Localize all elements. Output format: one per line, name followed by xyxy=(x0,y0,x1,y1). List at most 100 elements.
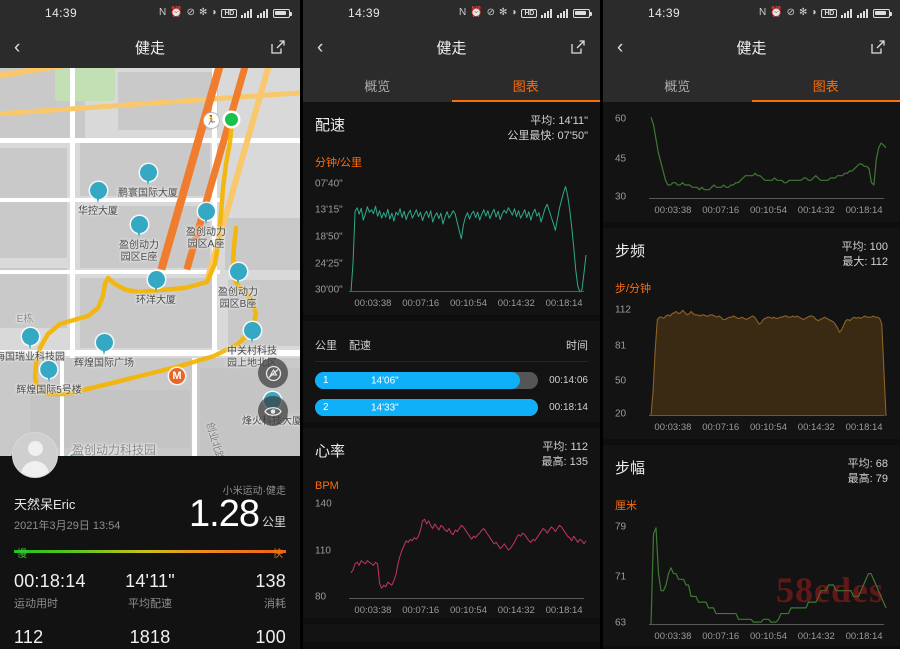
page-title: 健走 xyxy=(134,39,165,57)
signal-icon-1 xyxy=(541,8,553,18)
hr-max-stat: 最高: 135 xyxy=(541,456,588,468)
activity-map[interactable]: 🏃 M 鹏寰国际大厦 华控大厦 盈创动力 园区E座 盈创动力 园区A座 环洋大厦… xyxy=(0,68,300,456)
map-poi[interactable]: 盈创动力 园区E座 xyxy=(119,216,159,264)
tab-overview[interactable]: 概览 xyxy=(364,78,391,94)
xtick: 00:10:54 xyxy=(450,298,487,309)
splits-col-time: 时间 xyxy=(566,340,588,352)
alt-xaxis: 00:03:38 00:07:16 00:10:54 00:14:32 00:1… xyxy=(649,205,888,216)
speed-slow-label: 慢 xyxy=(17,549,27,560)
map-poi[interactable]: 海国瑞业科技园 xyxy=(0,328,65,364)
signal-icon-2 xyxy=(257,8,269,18)
stride-ytick: 71 xyxy=(615,571,627,583)
stride-unit-label: 厘米 xyxy=(615,500,637,512)
map-poi[interactable]: 辉煌国际5号楼 xyxy=(16,361,82,397)
charts-scroll-a[interactable]: 配速 平均: 14'11" 公里最快: 07'50" 分钟/公里 07'40" … xyxy=(303,102,600,649)
map-poi[interactable]: 华控大厦 xyxy=(78,182,118,218)
map-poi[interactable]: 中关村科技 园上地北区 xyxy=(227,322,277,370)
signal-icon-1 xyxy=(241,8,253,18)
map-visibility-toggle[interactable] xyxy=(258,396,288,426)
user-name: 天然呆Eric xyxy=(14,497,76,512)
route-start-marker xyxy=(225,113,238,126)
tab-overview[interactable]: 概览 xyxy=(664,78,691,94)
xtick: 00:03:38 xyxy=(354,298,392,309)
do-not-disturb-icon: ⊘ xyxy=(486,7,496,18)
route-path xyxy=(32,117,259,397)
volte-hd-icon: HD xyxy=(521,8,537,18)
map-poi-label: 辉煌国际广场 xyxy=(74,358,134,369)
xtick: 00:03:38 xyxy=(654,631,692,642)
map-layers-toggle[interactable] xyxy=(258,358,288,388)
xtick: 00:14:32 xyxy=(797,205,835,216)
stride-chart: 79 71 63 58edes xyxy=(615,519,888,629)
share-external-icon[interactable] xyxy=(570,39,586,55)
page-title: 健走 xyxy=(436,39,467,57)
xtick: 00:14:32 xyxy=(797,422,835,433)
tab-charts[interactable]: 图表 xyxy=(451,68,601,102)
section-title: 配速 xyxy=(315,117,346,134)
metric-label: 消耗 xyxy=(263,598,286,610)
map-poi-label: 盈创动力 园区E座 xyxy=(119,240,159,263)
map-poi-label: 盈创动力 园区B座 xyxy=(218,287,258,310)
status-bar-3: 14:39 N ⏰ ⊘ ✻ ◗ HD xyxy=(603,0,900,26)
app-bar-3: ‹ 健走 xyxy=(603,26,900,68)
map-poi-area: 盈创动力科技园 xyxy=(72,442,156,456)
section-title: 步幅 xyxy=(615,460,646,477)
split-time: 00:18:14 xyxy=(549,402,588,413)
map-poi[interactable]: 鹏寰国际大厦 xyxy=(118,164,178,200)
back-chevron-icon[interactable]: ‹ xyxy=(617,36,624,58)
volte-hd-icon: HD xyxy=(821,8,837,18)
signal-icon-1 xyxy=(841,8,853,18)
map-poi[interactable]: 盈创动力 园区B座 xyxy=(218,263,258,311)
metric-avg-pace: 14'11" 平均配速 xyxy=(105,571,196,611)
status-clock: 14:39 xyxy=(648,6,681,20)
stride-ytick: 79 xyxy=(615,521,627,533)
metric-label: 平均配速 xyxy=(127,598,172,610)
activity-datetime: 2021年3月29日 13:54 xyxy=(14,520,121,532)
map-poi-label: 盈创动力 园区A座 xyxy=(186,227,226,250)
map-poi[interactable]: 盈创动力 园区A座 xyxy=(186,203,226,251)
charts-scroll-b[interactable]: 60 45 30 00:03:38 00:07:16 00:10:54 00:1… xyxy=(603,102,900,649)
metric-avg-hr: 112平均心率 xyxy=(14,627,105,649)
avatar[interactable] xyxy=(12,432,58,478)
pace-ytick: 30'00" xyxy=(315,284,343,296)
nfc-icon: N xyxy=(158,7,167,18)
split-index: 1 xyxy=(323,375,329,386)
xtick: 00:14:32 xyxy=(497,605,535,616)
section-stride: 步幅 平均: 68 最高: 79 厘米 79 71 63 58edes 00 xyxy=(603,445,900,646)
battery-icon xyxy=(273,8,292,18)
map-poi-label: 华控大厦 xyxy=(78,206,118,217)
stride-max-stat: 最高: 79 xyxy=(847,473,888,485)
pace-ytick: 07'40" xyxy=(315,178,343,190)
map-poi[interactable]: 辉煌国际广场 xyxy=(74,334,134,370)
metric-label: 运动用时 xyxy=(14,598,58,610)
table-row[interactable]: 1 14'06" 00:14:06 xyxy=(315,372,588,389)
page-title: 健走 xyxy=(736,39,767,57)
table-row[interactable]: 2 14'33" 00:18:14 xyxy=(315,399,588,416)
status-clock: 14:39 xyxy=(348,6,381,20)
battery-icon xyxy=(873,8,892,18)
cadence-max-stat: 最大: 112 xyxy=(842,256,888,268)
xtick: 00:10:54 xyxy=(750,205,787,216)
hr-unit-label: BPM xyxy=(315,480,339,492)
share-external-icon[interactable] xyxy=(270,39,286,55)
map-poi[interactable]: C座 xyxy=(68,452,86,456)
map-poi[interactable]: 环洋大厦 xyxy=(136,271,176,307)
pace-ytick: 24'25" xyxy=(315,258,343,270)
back-chevron-icon[interactable]: ‹ xyxy=(14,36,21,58)
tab-charts[interactable]: 图表 xyxy=(751,68,900,102)
section-altitude: 60 45 30 00:03:38 00:07:16 00:10:54 00:1… xyxy=(603,102,900,222)
pace-avg-stat: 平均: 14'11" xyxy=(530,115,588,127)
metric-value: 112 xyxy=(14,627,44,647)
share-external-icon[interactable] xyxy=(870,39,886,55)
alt-ytick: 60 xyxy=(615,113,627,125)
section-next-partial xyxy=(303,624,600,642)
cadence-chart: 112 81 50 20 xyxy=(615,302,888,420)
activity-summary: 天然呆Eric 2021年3月29日 13:54 小米运动·健走 1.28 公里… xyxy=(0,432,300,649)
do-not-disturb-icon: ⊘ xyxy=(186,7,196,18)
metric-calories: 138 消耗 xyxy=(195,571,286,611)
xtick: 00:18:14 xyxy=(845,631,883,642)
back-chevron-icon[interactable]: ‹ xyxy=(317,36,324,58)
xtick: 00:18:14 xyxy=(545,298,583,309)
map-poi-label: E栋 xyxy=(16,314,34,325)
